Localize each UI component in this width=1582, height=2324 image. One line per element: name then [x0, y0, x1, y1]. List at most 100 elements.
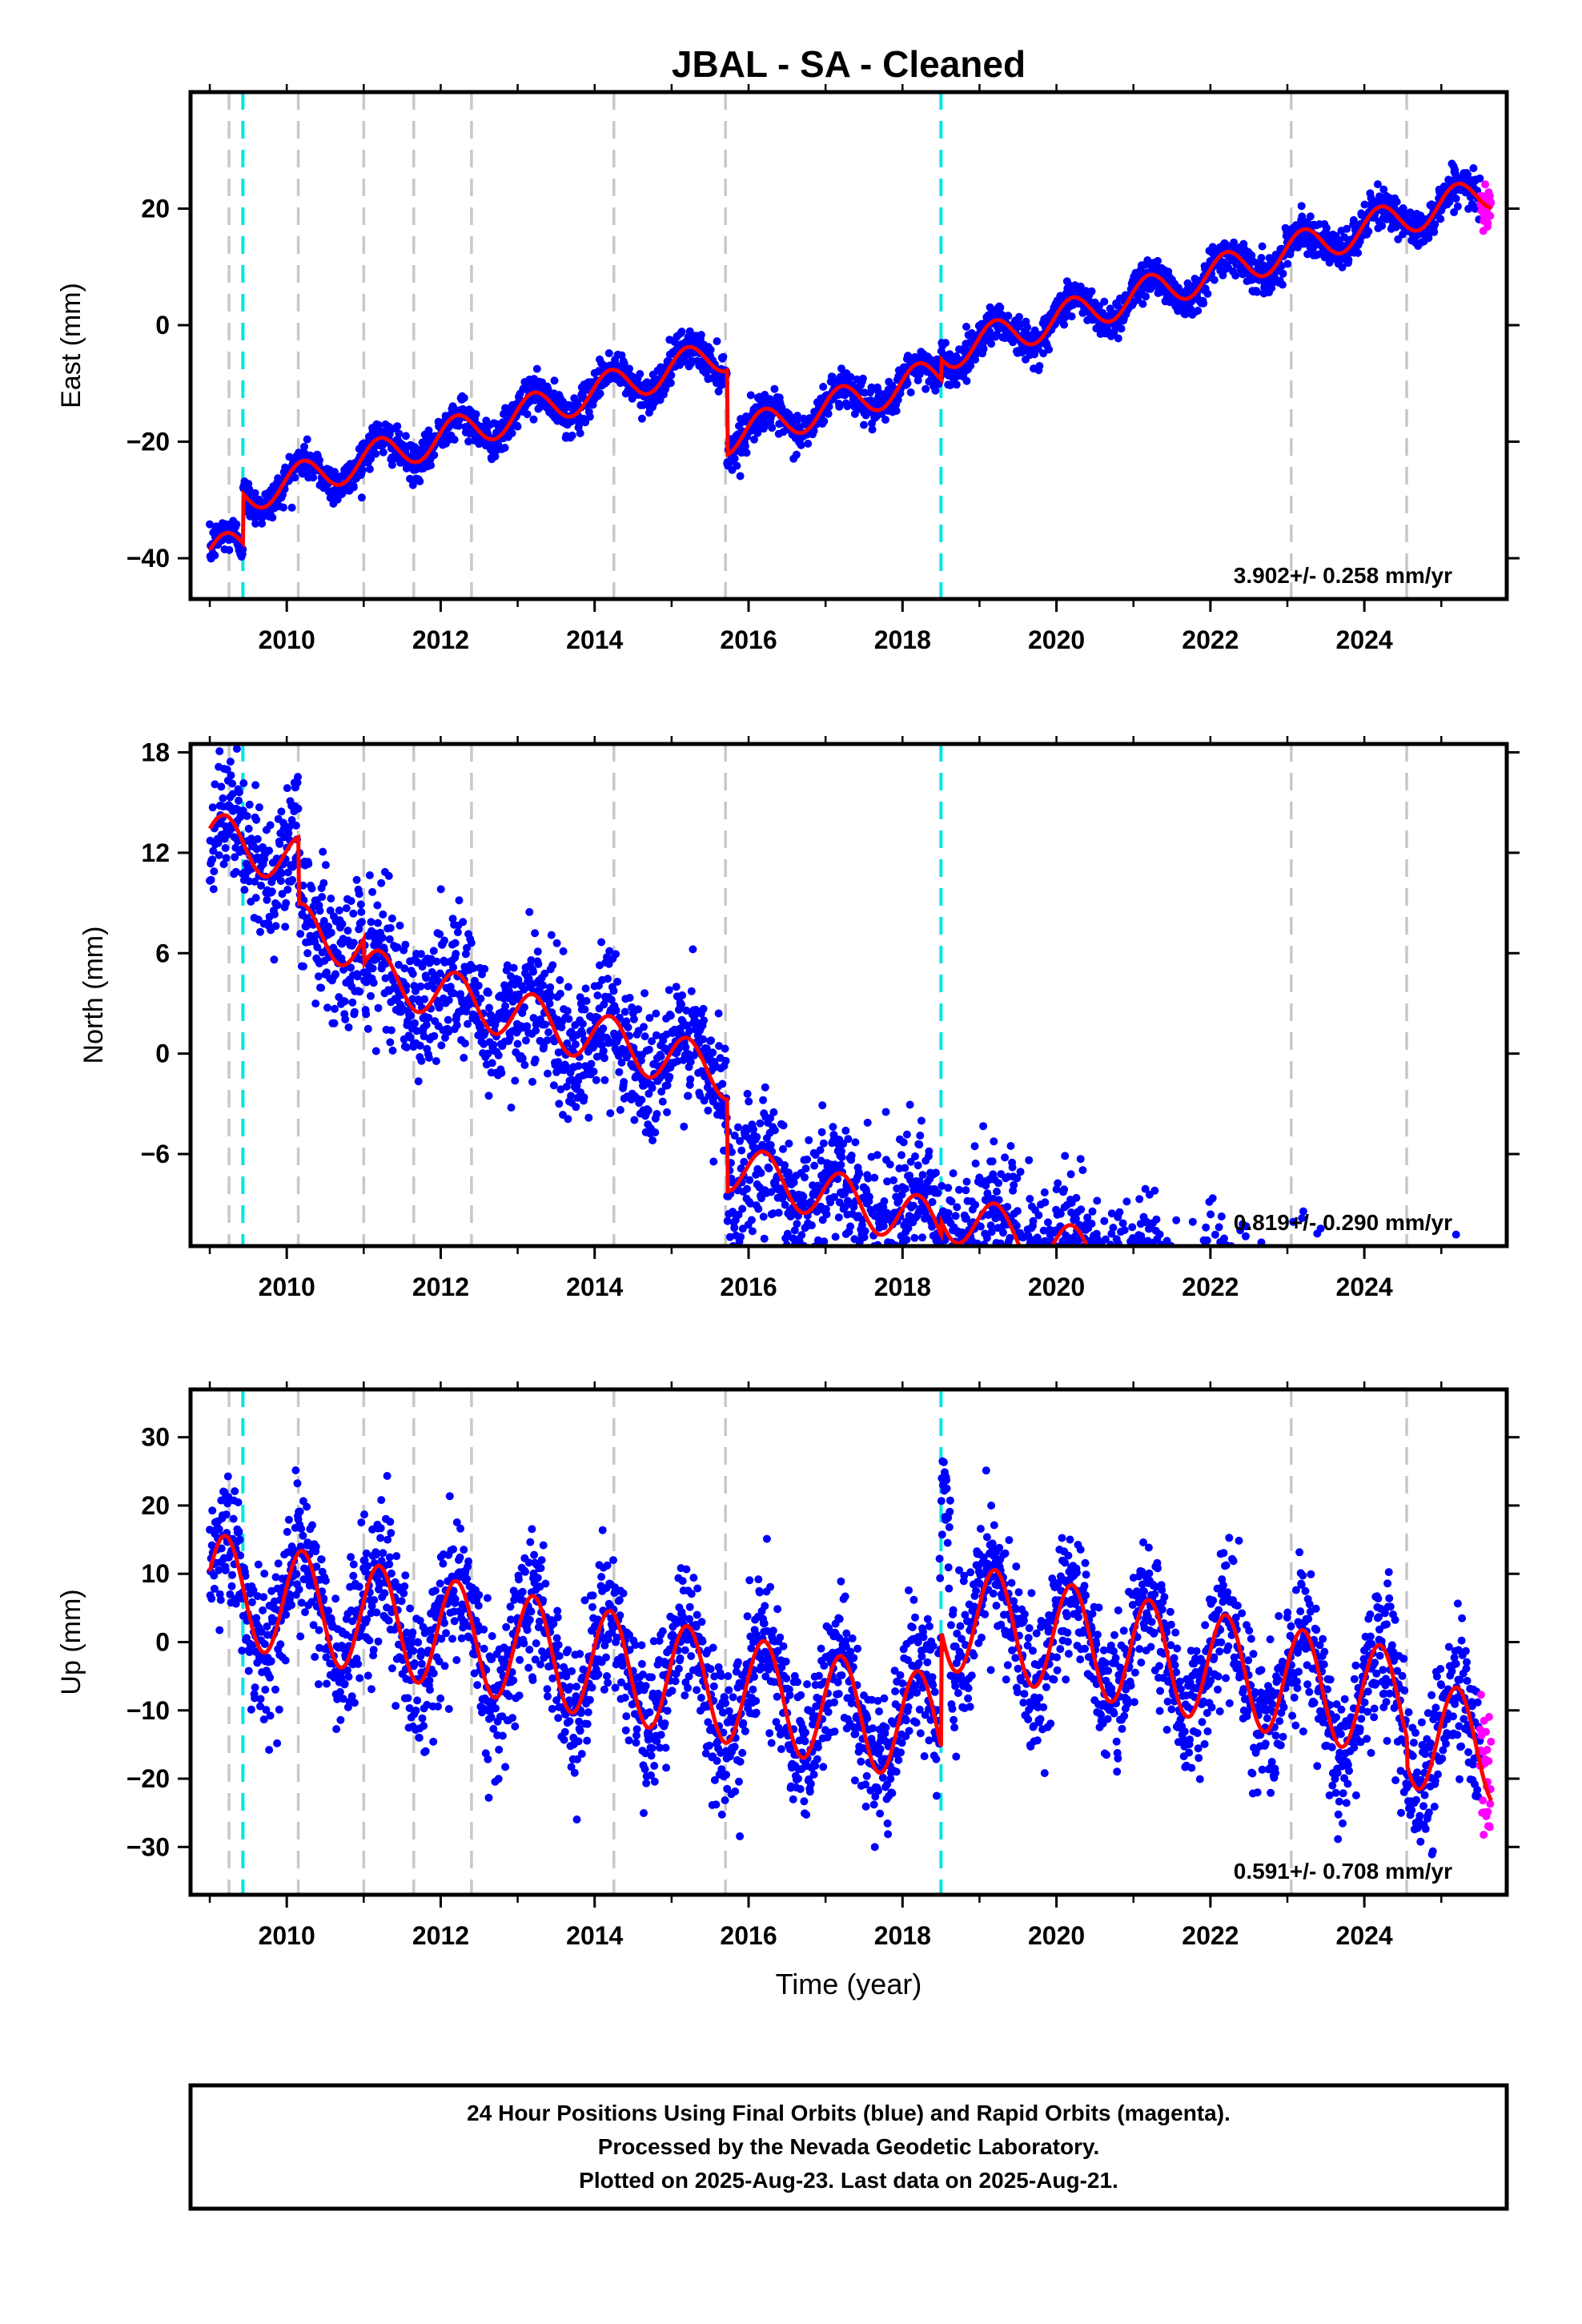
final-orbit-point [916, 1132, 925, 1140]
final-orbit-point [1338, 263, 1347, 271]
final-orbit-point [880, 1197, 889, 1205]
final-orbit-point [837, 1153, 846, 1161]
final-orbit-point [1210, 275, 1219, 284]
final-orbit-point [616, 1106, 624, 1114]
final-orbit-point [251, 781, 260, 790]
final-orbit-point [480, 964, 489, 973]
final-orbit-point [1343, 224, 1351, 233]
final-orbit-point [300, 442, 308, 451]
final-orbit-point [374, 1003, 383, 1012]
final-orbit-point [770, 1126, 779, 1135]
final-orbit-point [215, 747, 224, 756]
final-orbit-point [427, 461, 436, 469]
final-orbit-point [678, 991, 687, 999]
final-orbit-point [584, 1113, 593, 1122]
final-orbit-point [599, 1024, 608, 1033]
x-tick-label: 2012 [412, 625, 469, 654]
final-orbit-point [252, 815, 261, 824]
final-orbit-point [913, 1161, 922, 1170]
final-orbit-point [781, 1200, 789, 1209]
final-orbit-point [1431, 220, 1439, 228]
final-orbit-point [915, 1177, 924, 1186]
final-orbit-point [228, 790, 237, 798]
final-orbit-point [414, 1077, 423, 1086]
final-orbit-point [422, 1020, 431, 1029]
final-orbit-point [355, 987, 364, 996]
final-orbit-point [736, 472, 745, 480]
final-orbit-point [283, 784, 291, 793]
x-tick-label: 2016 [720, 625, 777, 654]
final-orbit-point [335, 906, 343, 915]
final-orbit-point [520, 1060, 529, 1069]
final-orbit-point [1379, 185, 1388, 194]
final-orbit-point [1430, 227, 1439, 236]
final-orbit-point [484, 1049, 492, 1058]
final-orbit-point [851, 1138, 860, 1147]
final-orbit-point [303, 435, 311, 444]
final-orbit-point [357, 493, 366, 502]
final-orbit-point [319, 879, 328, 887]
final-orbit-point [993, 1188, 1001, 1196]
final-orbit-point [962, 1186, 970, 1195]
final-orbit-point [913, 376, 922, 384]
final-orbit-point [785, 1140, 793, 1148]
final-orbit-point [411, 1019, 419, 1027]
final-orbit-point [925, 1147, 934, 1156]
final-orbit-point [209, 846, 218, 855]
final-orbit-point [402, 1043, 411, 1051]
final-orbit-point [253, 834, 262, 843]
final-orbit-point [514, 975, 523, 984]
final-orbit-point [841, 1189, 849, 1198]
final-orbit-point [342, 904, 351, 913]
y-tick-label: 20 [141, 195, 170, 223]
final-orbit-point [699, 1004, 708, 1013]
final-orbit-point [247, 834, 255, 843]
final-orbit-point [1146, 284, 1154, 293]
final-orbit-point [251, 519, 260, 528]
final-orbit-point [734, 1210, 743, 1219]
final-orbit-point [393, 422, 402, 431]
final-orbit-point [753, 428, 762, 437]
final-orbit-point [243, 812, 251, 820]
final-orbit-point [485, 1003, 493, 1012]
final-orbit-point [1360, 200, 1369, 209]
final-orbit-point [593, 991, 602, 999]
final-orbit-point [658, 1097, 667, 1106]
final-orbit-point [697, 331, 705, 340]
rapid-orbit-point [1481, 180, 1490, 189]
final-orbit-point [572, 1103, 580, 1112]
final-orbit-point [609, 987, 618, 995]
final-orbit-point [946, 350, 954, 359]
final-orbit-point [713, 337, 721, 346]
final-orbit-point [820, 417, 829, 425]
final-orbit-point [254, 915, 263, 924]
final-orbit-point [1203, 289, 1212, 298]
final-orbit-point [768, 424, 777, 432]
final-orbit-point [672, 983, 681, 991]
final-orbit-point [408, 970, 417, 978]
final-orbit-point [756, 1119, 765, 1128]
final-orbit-point [435, 1003, 444, 1012]
final-orbit-point [374, 919, 382, 927]
final-orbit-point [818, 1101, 827, 1110]
final-orbit-point [858, 374, 867, 383]
final-orbit-point [513, 1039, 522, 1048]
final-orbit-point [357, 907, 366, 916]
final-orbit-point [207, 875, 215, 884]
final-orbit-point [648, 1136, 657, 1144]
final-orbit-point [341, 1015, 350, 1023]
final-orbit-point [741, 442, 749, 451]
final-orbit-point [994, 1224, 1002, 1232]
final-orbit-point [436, 969, 444, 978]
final-orbit-point [349, 909, 358, 918]
final-orbit-point [613, 977, 622, 986]
final-orbit-point [680, 1122, 689, 1131]
final-orbit-point [256, 927, 264, 936]
final-orbit-point [737, 1164, 745, 1172]
final-orbit-point [527, 956, 536, 964]
final-orbit-point [801, 1164, 810, 1173]
final-orbit-point [381, 974, 390, 983]
final-orbit-point [941, 1236, 950, 1244]
final-orbit-point [1023, 323, 1032, 332]
rapid-orbit-point [1485, 191, 1494, 200]
